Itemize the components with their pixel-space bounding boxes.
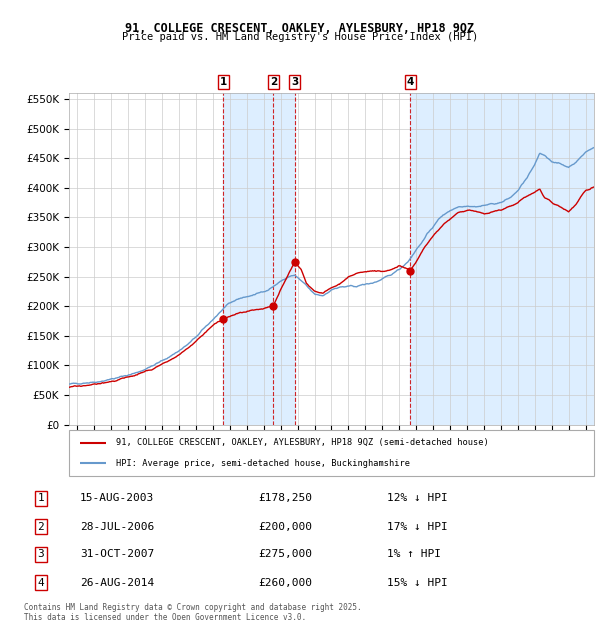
Text: 91, COLLEGE CRESCENT, OAKLEY, AYLESBURY, HP18 9QZ: 91, COLLEGE CRESCENT, OAKLEY, AYLESBURY,… xyxy=(125,22,475,35)
Bar xyxy=(223,93,295,425)
Text: 12% ↓ HPI: 12% ↓ HPI xyxy=(387,494,448,503)
Text: 15-AUG-2003: 15-AUG-2003 xyxy=(80,494,154,503)
Text: 2: 2 xyxy=(37,522,44,532)
Text: 2: 2 xyxy=(270,77,277,87)
Text: 28-JUL-2006: 28-JUL-2006 xyxy=(80,522,154,532)
Text: Contains HM Land Registry data © Crown copyright and database right 2025.
This d: Contains HM Land Registry data © Crown c… xyxy=(24,603,362,620)
Text: £178,250: £178,250 xyxy=(259,494,313,503)
Text: 3: 3 xyxy=(37,549,44,559)
Text: HPI: Average price, semi-detached house, Buckinghamshire: HPI: Average price, semi-detached house,… xyxy=(116,459,410,468)
Text: 15% ↓ HPI: 15% ↓ HPI xyxy=(387,578,448,588)
Text: 1: 1 xyxy=(220,77,227,87)
Text: 1% ↑ HPI: 1% ↑ HPI xyxy=(387,549,440,559)
Text: 91, COLLEGE CRESCENT, OAKLEY, AYLESBURY, HP18 9QZ (semi-detached house): 91, COLLEGE CRESCENT, OAKLEY, AYLESBURY,… xyxy=(116,438,489,447)
Text: £200,000: £200,000 xyxy=(259,522,313,532)
Text: £275,000: £275,000 xyxy=(259,549,313,559)
Text: Price paid vs. HM Land Registry's House Price Index (HPI): Price paid vs. HM Land Registry's House … xyxy=(122,32,478,42)
Text: 17% ↓ HPI: 17% ↓ HPI xyxy=(387,522,448,532)
Text: 26-AUG-2014: 26-AUG-2014 xyxy=(80,578,154,588)
Text: £260,000: £260,000 xyxy=(259,578,313,588)
Text: 3: 3 xyxy=(291,77,298,87)
Bar xyxy=(410,93,594,425)
Text: 31-OCT-2007: 31-OCT-2007 xyxy=(80,549,154,559)
Text: 1: 1 xyxy=(37,494,44,503)
FancyBboxPatch shape xyxy=(69,430,594,476)
Text: 4: 4 xyxy=(37,578,44,588)
Text: 4: 4 xyxy=(407,77,414,87)
